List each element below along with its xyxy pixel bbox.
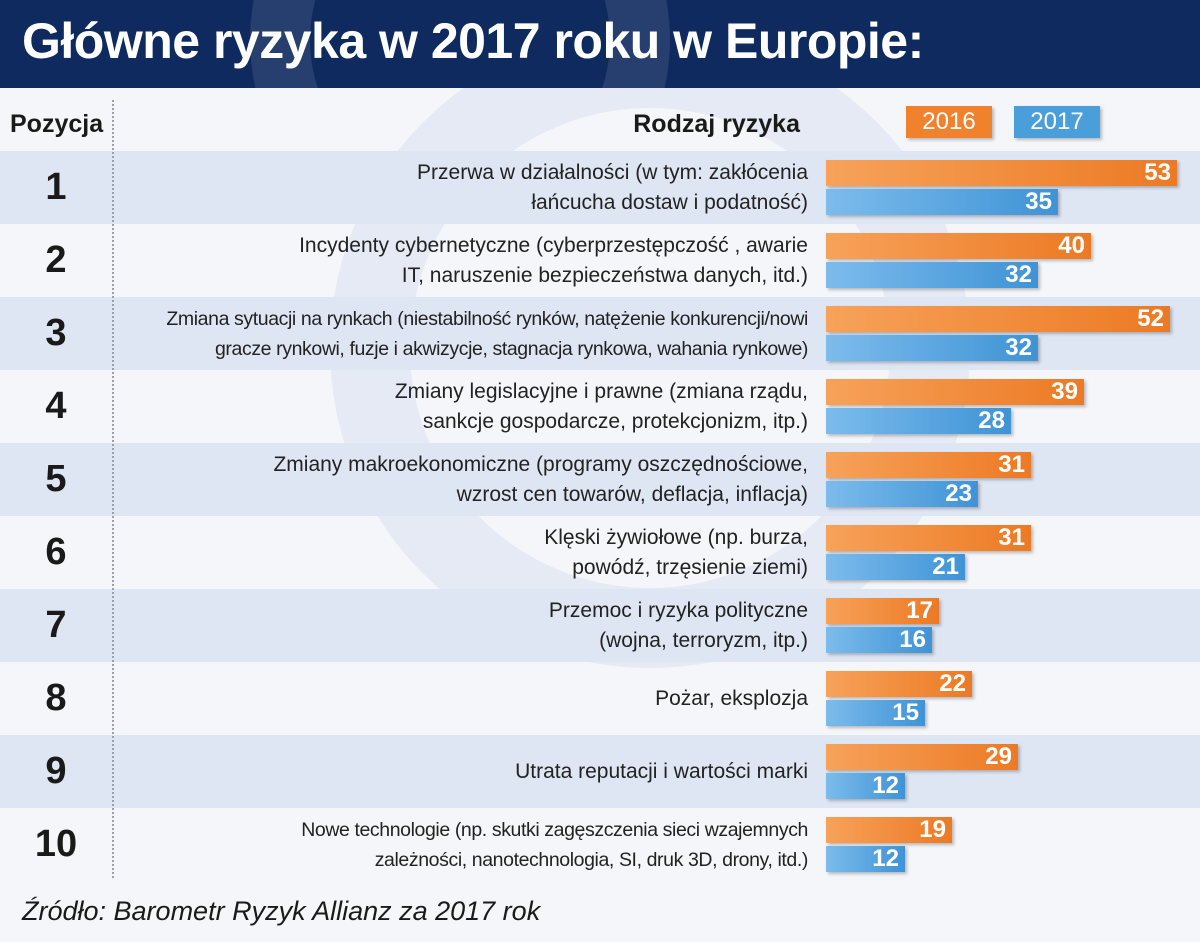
bar-2016: 29 (826, 744, 1018, 770)
bar-2016: 31 (826, 525, 1031, 551)
chart-row: 1 Przerwa w działalności (w tym: zakłócen… (0, 151, 1200, 224)
position-number: 5 (45, 458, 67, 500)
bar-2016: 53 (826, 160, 1177, 186)
bar-2016: 40 (826, 233, 1091, 259)
position-number: 1 (45, 166, 67, 208)
chart-row: 7 Przemoc i ryzyka polityczne (wojna, ter… (0, 589, 1200, 662)
header-banner: Główne ryzyka w 2017 roku w Europie: (0, 0, 1200, 88)
risk-label: Zmiany legislacyjne i prawne (zmiana rzą… (394, 379, 808, 433)
bar-2017: 28 (826, 408, 1011, 434)
risk-label: Zmiany makroekonomiczne (programy oszczę… (273, 452, 808, 506)
position-column-header: Pozycja (10, 110, 104, 138)
legend-2017: 2017 (1014, 106, 1100, 138)
bar-2017: 32 (826, 262, 1038, 288)
risk-label: Nowe technologie (np. skutki zagęszczeni… (301, 818, 808, 871)
position-number: 10 (34, 823, 78, 865)
risk-label: Klęski żywiołowe (np. burza, powódź, trz… (544, 525, 808, 579)
chart-row: 3 Zmiana sytuacji na rynkach (niestabilno… (0, 297, 1200, 370)
page-title: Główne ryzyka w 2017 roku w Europie: (22, 13, 924, 69)
bar-2017: 32 (826, 335, 1038, 361)
chart-row: 2 Incydenty cybernetyczne (cyberprzestępc… (0, 224, 1200, 297)
chart-row: 9 Utrata reputacji i wartości marki 29 12 (0, 735, 1200, 808)
bar-2016: 19 (826, 817, 952, 843)
risk-label: Przemoc i ryzyka polityczne (wojna, terr… (548, 598, 808, 652)
column-divider (112, 100, 114, 878)
position-number: 7 (45, 604, 67, 646)
bar-2016: 52 (826, 306, 1170, 332)
bar-2017: 16 (826, 627, 932, 653)
bar-2017: 35 (826, 189, 1058, 215)
risk-label: Zmiana sytuacji na rynkach (niestabilnoś… (166, 307, 808, 360)
position-number: 9 (45, 750, 67, 792)
bar-2016: 22 (826, 671, 972, 697)
chart-row: 6 Klęski żywiołowe (np. burza, powódź, tr… (0, 516, 1200, 589)
position-number: 3 (45, 312, 67, 354)
chart-row: 5 Zmiany makroekonomiczne (programy oszcz… (0, 443, 1200, 516)
risk-column-header: Rodzaj ryzyka (633, 110, 800, 138)
bar-2017: 12 (826, 846, 905, 872)
bar-2017: 23 (826, 481, 978, 507)
chart-row: 8 Pożar, eksplozja 22 15 (0, 662, 1200, 735)
legend-2016: 2016 (906, 106, 992, 138)
bar-2016: 17 (826, 598, 939, 624)
risk-label: Pożar, eksplozja (655, 686, 808, 710)
position-number: 2 (45, 239, 67, 281)
bar-2016: 31 (826, 452, 1031, 478)
position-number: 8 (45, 677, 67, 719)
bar-2016: 39 (826, 379, 1084, 405)
bar-2017: 21 (826, 554, 965, 580)
chart-row: 4 Zmiany legislacyjne i prawne (zmiana rz… (0, 370, 1200, 443)
risk-label: Incydenty cybernetyczne (cyberprzestępcz… (299, 233, 808, 287)
source-note: Źródło: Barometr Ryzyk Allianz za 2017 r… (22, 896, 541, 926)
position-number: 4 (45, 385, 67, 427)
risk-label: Przerwa w działalności (w tym: zakłóceni… (417, 160, 808, 214)
chart-row: 10 Nowe technologie (np. skutki zagęszcze… (0, 808, 1200, 881)
risk-label: Utrata reputacji i wartości marki (515, 759, 808, 783)
bar-2017: 15 (826, 700, 925, 726)
position-number: 6 (45, 531, 67, 573)
bar-2017: 12 (826, 773, 905, 799)
